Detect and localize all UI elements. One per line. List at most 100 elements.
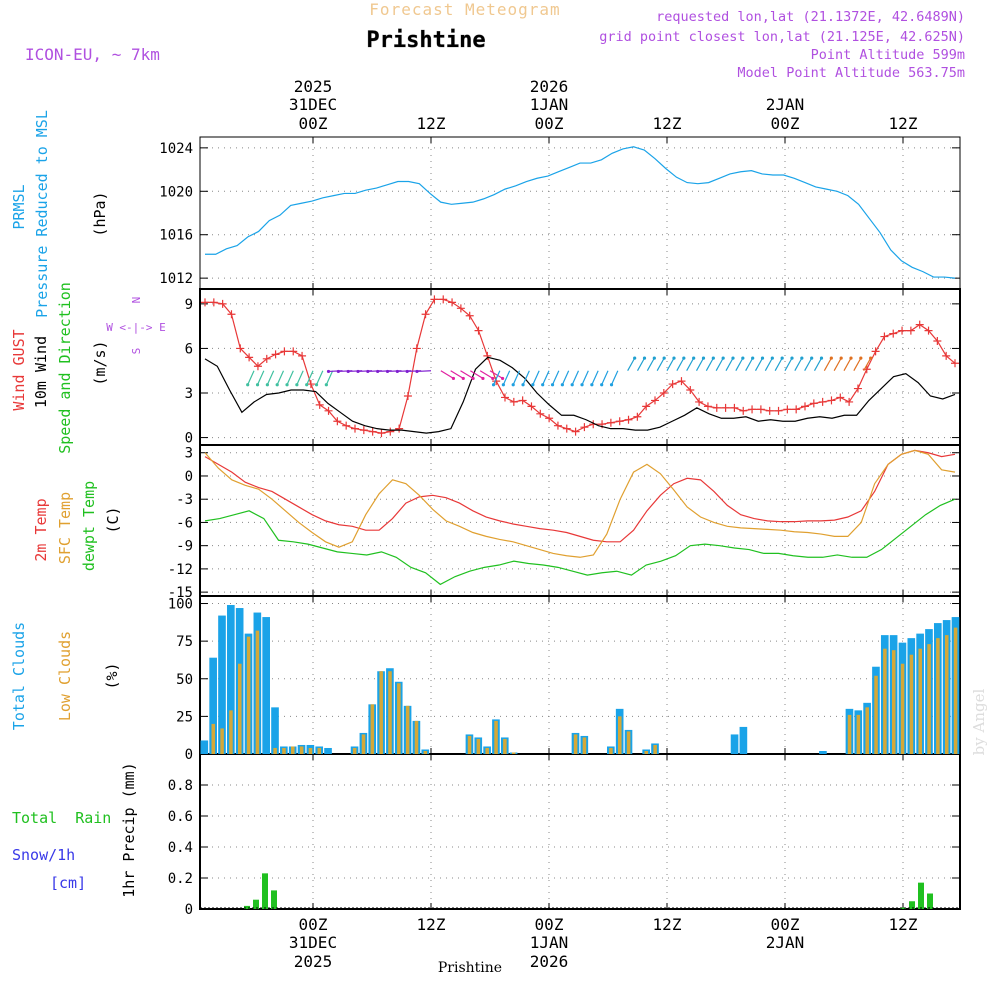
- ytick-label: -12: [168, 562, 193, 578]
- wind-arrow: [646, 357, 655, 372]
- wind-arrow: [512, 370, 521, 385]
- series-line: [204, 498, 956, 586]
- ytick-label: 6: [185, 341, 193, 357]
- gust-marker: [501, 393, 509, 402]
- bottom-year-label: 2025: [294, 952, 333, 971]
- wind-arrow: [725, 357, 734, 372]
- wind-unit: (m/s): [91, 340, 109, 385]
- series-line: [204, 356, 956, 434]
- gust-marker: [915, 320, 924, 329]
- series-wind-gust: [201, 295, 959, 438]
- panel-0: 1012 1016 1020 1024: [159, 136, 961, 290]
- cloud-bars: [200, 605, 960, 754]
- low-cloud-bar: [644, 750, 649, 754]
- top-time-label: 00Z: [771, 114, 800, 133]
- precip-label-1: Total Rain: [12, 809, 111, 827]
- wind-arrow-head: [770, 356, 774, 360]
- wind-arrow-head: [491, 383, 496, 387]
- wind-arrow-head: [491, 376, 495, 381]
- top-time-label: 12Z: [889, 114, 918, 133]
- total-cloud-bar: [200, 740, 209, 754]
- low-cloud-bar: [282, 747, 286, 754]
- gust-marker: [201, 298, 209, 307]
- gust-marker: [809, 399, 818, 408]
- low-cloud-bar: [856, 714, 861, 754]
- wind-arrow: [804, 357, 813, 372]
- gust-marker: [871, 347, 880, 356]
- wind-arrow-head: [701, 356, 706, 360]
- wind-arrow-head: [859, 356, 863, 360]
- wind-arrow-head: [721, 356, 725, 360]
- series-10m-wind: [204, 356, 956, 434]
- low-cloud-bar: [273, 747, 277, 754]
- gust-marker: [359, 426, 368, 435]
- total-cloud-bar: [209, 657, 217, 754]
- wind-arrow: [610, 370, 619, 385]
- wind-arrow-head: [839, 356, 843, 360]
- wind-arrow: [325, 370, 334, 385]
- gust-marker: [845, 397, 854, 406]
- wind-arrow-head: [461, 376, 465, 381]
- low-cloud-bar: [379, 671, 383, 754]
- low-cloud-bar: [220, 728, 224, 754]
- gust-marker: [783, 405, 792, 414]
- model-label: ICON-EU, ~ 7km: [25, 45, 160, 64]
- gust-marker: [677, 377, 686, 386]
- gust-marker: [721, 403, 730, 412]
- wind-arrow-head: [366, 369, 370, 374]
- wind-arrow-head: [662, 356, 666, 360]
- rain-bar: [244, 905, 250, 909]
- ytick-label: 1012: [159, 271, 193, 287]
- gust-marker: [880, 332, 889, 341]
- total-cloud-bar: [227, 605, 235, 754]
- cloud-label-2: Low Clouds: [56, 631, 74, 721]
- wind-arrow: [591, 370, 599, 385]
- rain-bar: [909, 901, 915, 909]
- gust-marker: [368, 427, 377, 436]
- wind-arrow-head: [451, 376, 456, 381]
- gust-marker: [730, 403, 739, 412]
- compass-s: S: [130, 348, 143, 355]
- gust-marker: [615, 417, 624, 426]
- gust-marker: [536, 409, 545, 418]
- gust-marker: [403, 391, 412, 400]
- gust-marker: [421, 310, 430, 319]
- gust-marker: [386, 427, 395, 436]
- gust-marker: [448, 298, 457, 307]
- low-cloud-bar: [317, 747, 322, 754]
- low-cloud-bar: [847, 714, 852, 754]
- gust-marker: [756, 405, 765, 414]
- wind-label-3: Speed and Direction: [56, 282, 74, 454]
- series-line: [204, 449, 956, 543]
- gust-marker: [933, 337, 942, 345]
- precip-labels: Total Rain Snow/1h [cm] 1hr Precip (mm): [12, 762, 138, 897]
- wind-arrow: [492, 370, 501, 385]
- total-cloud-bar: [739, 726, 748, 754]
- low-cloud-bar: [936, 638, 940, 754]
- ytick-label: 0.6: [168, 809, 193, 825]
- wind-arrow-head: [481, 376, 485, 381]
- low-cloud-bar: [511, 752, 516, 754]
- panel-2: 3 0 -3 -6 -9 -12 -15: [168, 444, 961, 601]
- wind-arrow: [745, 357, 754, 372]
- wind-arrow: [460, 370, 474, 379]
- wind-arrow: [286, 370, 294, 385]
- gust-marker: [236, 344, 245, 353]
- wind-arrow-head: [305, 383, 309, 387]
- compass-we: W <-|-> E: [106, 321, 166, 334]
- panel-frame: [199, 753, 961, 910]
- supertitle: Forecast Meteogram: [369, 0, 560, 19]
- gust-marker: [271, 350, 280, 359]
- ytick-label: 0: [185, 431, 193, 447]
- prmsl-label-1: PRMSL: [10, 184, 28, 229]
- low-cloud-bar: [609, 747, 613, 754]
- wind-arrow: [542, 370, 550, 385]
- low-cloud-bar: [388, 671, 392, 754]
- wind-arrow: [843, 357, 852, 372]
- low-cloud-bar: [370, 704, 375, 754]
- series-sfc-temp: [204, 449, 956, 558]
- rain-bar: [927, 893, 933, 909]
- ytick-label: 100: [168, 597, 193, 613]
- wind-arrow-head: [672, 356, 676, 360]
- wind-label-1: Wind GUST: [10, 329, 28, 410]
